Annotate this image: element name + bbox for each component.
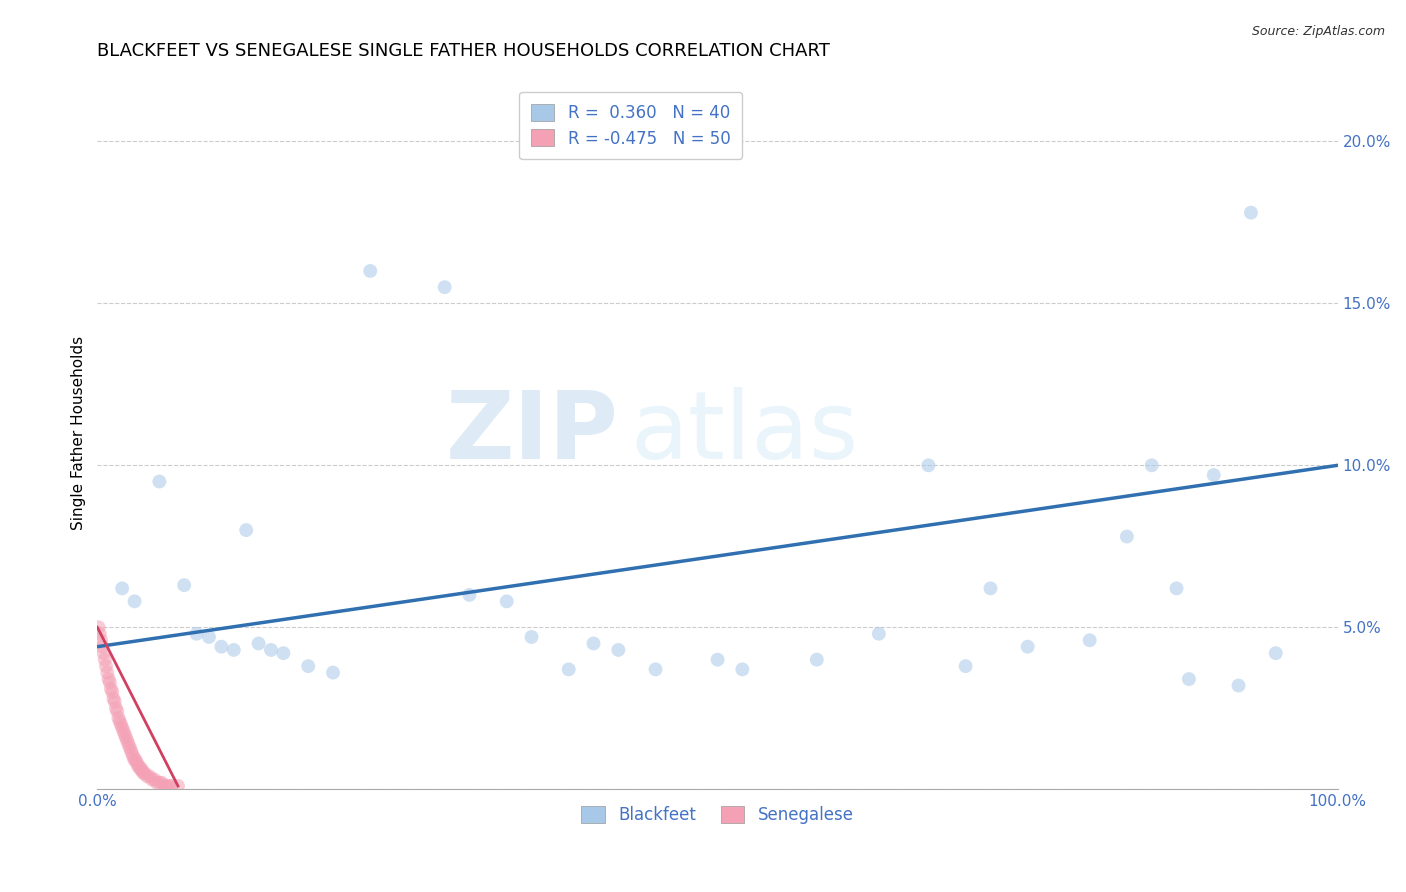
Point xyxy=(148,475,170,489)
Point xyxy=(121,747,143,761)
Point xyxy=(125,756,148,771)
Point xyxy=(607,643,630,657)
Point xyxy=(122,749,145,764)
Point xyxy=(150,776,173,790)
Point xyxy=(124,753,146,767)
Point xyxy=(100,681,122,696)
Point xyxy=(148,776,170,790)
Point xyxy=(131,763,153,777)
Point xyxy=(104,701,127,715)
Point xyxy=(1115,530,1137,544)
Point xyxy=(273,646,295,660)
Point xyxy=(1140,458,1163,473)
Point xyxy=(104,695,127,709)
Point xyxy=(495,594,517,608)
Point xyxy=(706,653,728,667)
Point xyxy=(955,659,977,673)
Point xyxy=(132,766,155,780)
Point xyxy=(110,717,132,731)
Point xyxy=(582,636,605,650)
Point xyxy=(87,620,110,634)
Point xyxy=(94,653,117,667)
Point xyxy=(89,626,111,640)
Point xyxy=(167,779,190,793)
Point xyxy=(153,779,176,793)
Point xyxy=(433,280,456,294)
Point xyxy=(173,578,195,592)
Point xyxy=(124,594,146,608)
Point xyxy=(91,640,114,654)
Point xyxy=(520,630,543,644)
Point xyxy=(120,743,142,757)
Point xyxy=(644,662,666,676)
Point xyxy=(111,721,134,735)
Point xyxy=(143,772,166,787)
Point xyxy=(156,779,179,793)
Point xyxy=(557,662,579,676)
Point xyxy=(868,626,890,640)
Point xyxy=(111,582,134,596)
Text: atlas: atlas xyxy=(631,387,859,479)
Point xyxy=(107,711,129,725)
Point xyxy=(136,769,159,783)
Point xyxy=(112,723,135,738)
Text: ZIP: ZIP xyxy=(446,387,619,479)
Point xyxy=(105,705,128,719)
Point xyxy=(146,776,169,790)
Point xyxy=(235,523,257,537)
Point xyxy=(93,646,115,660)
Point xyxy=(117,737,139,751)
Point xyxy=(322,665,344,680)
Point xyxy=(731,662,754,676)
Point xyxy=(96,665,118,680)
Point xyxy=(198,630,221,644)
Y-axis label: Single Father Households: Single Father Households xyxy=(72,336,86,530)
Point xyxy=(247,636,270,650)
Point xyxy=(1264,646,1286,660)
Point xyxy=(186,626,208,640)
Point xyxy=(127,759,149,773)
Point xyxy=(90,633,112,648)
Point xyxy=(1178,672,1201,686)
Text: BLACKFEET VS SENEGALESE SINGLE FATHER HOUSEHOLDS CORRELATION CHART: BLACKFEET VS SENEGALESE SINGLE FATHER HO… xyxy=(97,42,830,60)
Point xyxy=(222,643,245,657)
Point xyxy=(1017,640,1039,654)
Point xyxy=(98,675,121,690)
Legend: Blackfeet, Senegalese: Blackfeet, Senegalese xyxy=(571,797,863,834)
Point xyxy=(1202,468,1225,483)
Point xyxy=(209,640,232,654)
Point xyxy=(128,759,150,773)
Point xyxy=(125,753,148,767)
Point xyxy=(359,264,381,278)
Point xyxy=(917,458,939,473)
Point xyxy=(157,779,180,793)
Point xyxy=(101,685,124,699)
Point xyxy=(115,733,138,747)
Point xyxy=(138,769,160,783)
Point xyxy=(134,766,156,780)
Text: Source: ZipAtlas.com: Source: ZipAtlas.com xyxy=(1251,25,1385,38)
Point xyxy=(1227,679,1250,693)
Point xyxy=(1166,582,1188,596)
Point xyxy=(806,653,828,667)
Point xyxy=(260,643,283,657)
Point xyxy=(108,714,131,729)
Point xyxy=(103,691,125,706)
Point xyxy=(458,588,481,602)
Point xyxy=(160,779,183,793)
Point xyxy=(118,740,141,755)
Point xyxy=(1240,205,1263,219)
Point xyxy=(115,731,138,745)
Point xyxy=(297,659,319,673)
Point xyxy=(97,672,120,686)
Point xyxy=(1078,633,1101,648)
Point xyxy=(979,582,1001,596)
Point xyxy=(114,727,136,741)
Point xyxy=(129,763,152,777)
Point xyxy=(141,772,163,787)
Point xyxy=(94,659,117,673)
